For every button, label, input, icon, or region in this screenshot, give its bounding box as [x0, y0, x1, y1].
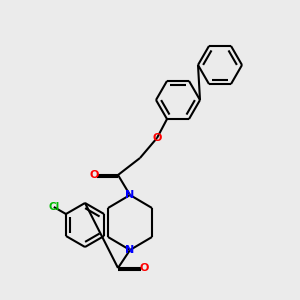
Text: O: O [152, 133, 162, 143]
Text: N: N [125, 190, 135, 200]
Text: N: N [125, 245, 135, 255]
Text: O: O [89, 170, 99, 180]
Text: Cl: Cl [48, 202, 59, 212]
Text: O: O [139, 263, 149, 273]
